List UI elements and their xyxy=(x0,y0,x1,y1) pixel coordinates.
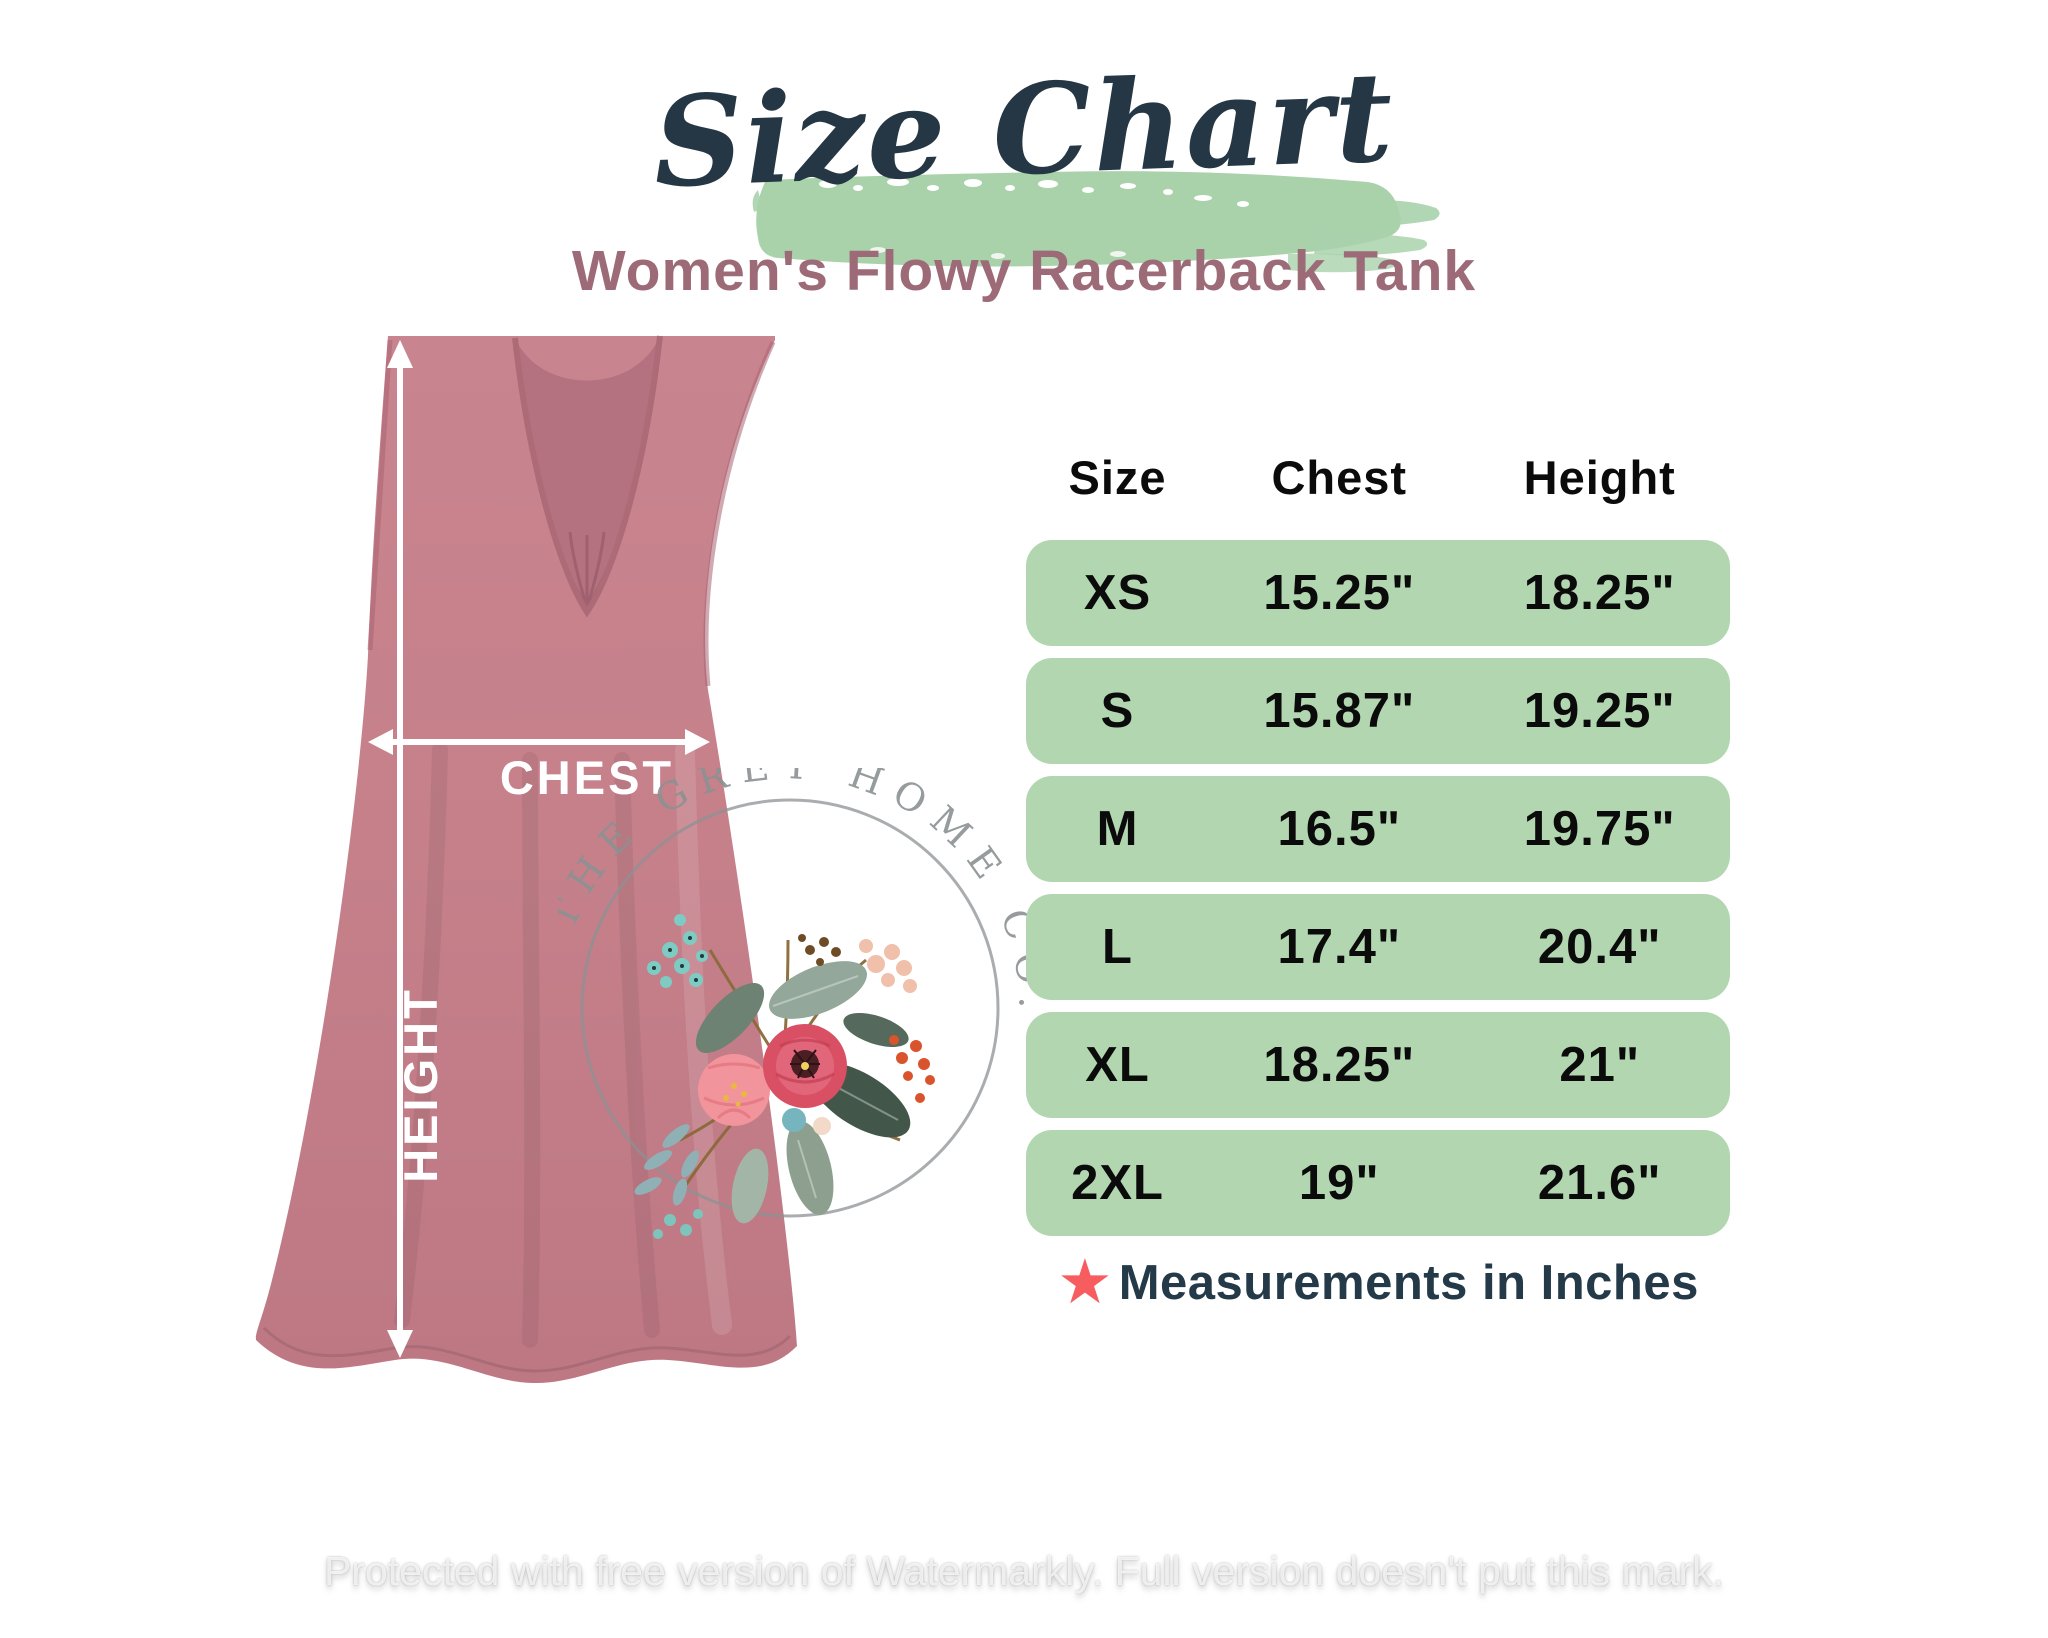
cell-size: XL xyxy=(1085,1038,1150,1092)
cell-chest: 15.87" xyxy=(1263,684,1416,738)
cell-height: 20.4" xyxy=(1537,920,1662,974)
cream-bud xyxy=(813,1117,831,1135)
title-brush-stroke xyxy=(752,171,1440,273)
table-row-xl: XL 18.25" 21" xyxy=(1026,1012,1730,1118)
cell-chest: 18.25" xyxy=(1263,1038,1416,1092)
table-row-s: S 15.87" 19.25" xyxy=(1026,658,1730,764)
measurements-note-text: Measurements in Inches xyxy=(1118,1256,1699,1310)
cell-chest: 17.4" xyxy=(1277,920,1402,974)
chest-label: CHEST xyxy=(500,751,674,804)
page-subtitle: Women's Flowy Racerback Tank xyxy=(571,239,1477,303)
column-header-chest: Chest xyxy=(1271,450,1408,504)
logo-circle xyxy=(580,798,1000,1218)
rose-flower xyxy=(763,1024,847,1108)
cell-size: S xyxy=(1100,684,1135,738)
blue-bud xyxy=(782,1108,806,1132)
salmon-flower xyxy=(698,1054,770,1126)
cell-size: L xyxy=(1102,920,1133,974)
floral-bouquet xyxy=(634,914,935,1239)
cell-height: 18.25" xyxy=(1523,566,1676,620)
cell-chest: 16.5" xyxy=(1277,802,1402,856)
chest-arrow xyxy=(368,729,710,755)
cell-size: 2XL xyxy=(1071,1156,1164,1210)
cell-size: XS xyxy=(1083,566,1152,620)
tank-top-diagram: CHEST HEIGHT xyxy=(255,335,797,1384)
cell-height: 19.75" xyxy=(1523,802,1676,856)
cell-height: 19.25" xyxy=(1523,684,1676,738)
size-table: XS 15.25" 18.25" S 15.87" 19.25" M 16.5"… xyxy=(1026,540,1730,1236)
table-row-xs: XS 15.25" 18.25" xyxy=(1026,540,1730,646)
table-row-l: L 17.4" 20.4" xyxy=(1026,894,1730,1000)
size-table-header: Size Chest Height xyxy=(1026,446,1730,508)
table-row-2xl: 2XL 19" 21.6" xyxy=(1026,1130,1730,1236)
cell-height: 21" xyxy=(1559,1038,1641,1092)
watermarkly-footer-text: Protected with free version of Watermark… xyxy=(323,1548,1725,1594)
star-icon: ★ xyxy=(1057,1248,1113,1317)
measurements-note: ★ Measurements in Inches xyxy=(1026,1248,1730,1318)
cell-chest: 15.25" xyxy=(1263,566,1416,620)
column-header-height: Height xyxy=(1523,450,1676,504)
tank-top-illustration xyxy=(255,335,797,1384)
shop-logo-watermark: THE GREY HOME CO. xyxy=(558,768,1030,1239)
cell-chest: 19" xyxy=(1298,1156,1380,1210)
cell-size: M xyxy=(1096,802,1139,856)
table-row-m: M 16.5" 19.75" xyxy=(1026,776,1730,882)
height-label: HEIGHT xyxy=(394,987,447,1183)
cell-height: 21.6" xyxy=(1537,1156,1662,1210)
height-arrow xyxy=(387,340,413,1358)
column-header-size: Size xyxy=(1068,450,1167,504)
